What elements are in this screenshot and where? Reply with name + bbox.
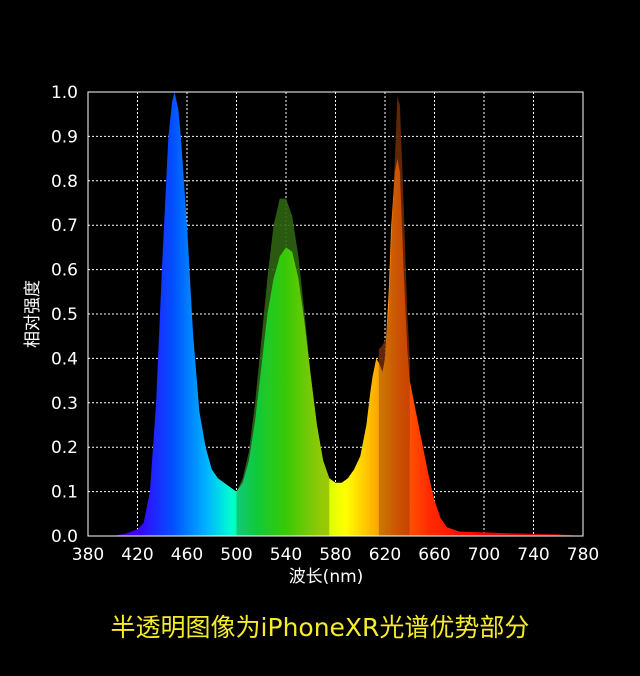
x-tick-label: 460 <box>171 545 203 565</box>
x-tick-label: 420 <box>121 545 153 565</box>
y-tick-label: 0.9 <box>51 127 78 147</box>
x-tick-label: 500 <box>220 545 252 565</box>
plot-border <box>87 91 584 537</box>
x-tick-label: 380 <box>72 545 104 565</box>
overlay-series-green-veil <box>236 198 330 536</box>
x-tick-label: 540 <box>270 545 302 565</box>
series-layer <box>88 92 583 537</box>
tick-labels: 380 420 460 500 540 580 620 660 700 740 780 0.0 0.1 0… <box>51 83 599 565</box>
chart-caption: 半透明图像为iPhoneXR光谱优势部分 <box>110 613 530 642</box>
y-tick-label: 0.4 <box>51 349 78 369</box>
y-tick-label: 0.2 <box>51 438 78 458</box>
y-tick-label: 0.0 <box>51 527 78 547</box>
x-tick-label: 700 <box>468 545 500 565</box>
y-axis-label: 相对强度 <box>23 280 43 348</box>
x-tick-label: 620 <box>369 545 401 565</box>
y-tick-label: 0.7 <box>51 216 78 236</box>
y-tick-label: 0.5 <box>51 305 78 325</box>
x-tick-label: 580 <box>319 545 351 565</box>
y-tick-label: 1.0 <box>51 83 78 103</box>
overlay-series-red-veil <box>378 96 410 537</box>
y-tick-label: 0.8 <box>51 172 78 192</box>
x-tick-label: 660 <box>418 545 450 565</box>
y-tick-label: 0.1 <box>51 483 78 503</box>
y-tick-label: 0.6 <box>51 261 78 281</box>
x-axis-label: 波长(nm) <box>289 567 364 587</box>
spectrum-series <box>88 92 583 536</box>
grid <box>88 92 583 536</box>
x-tick-label: 780 <box>567 545 599 565</box>
y-tick-label: 0.3 <box>51 394 78 414</box>
x-tick-label: 740 <box>517 545 549 565</box>
